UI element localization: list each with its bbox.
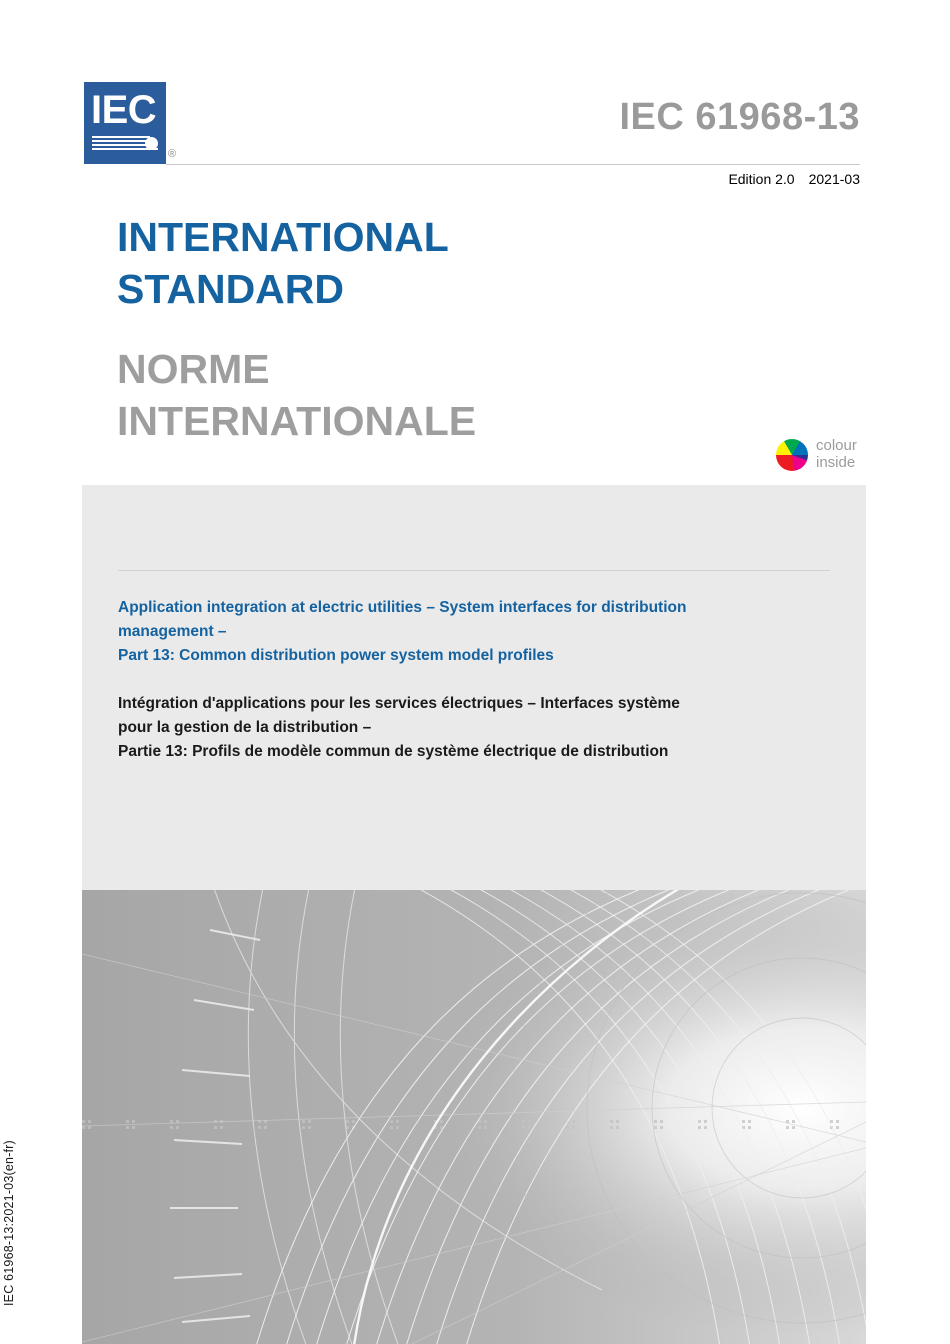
publication-date: 2021-03 [808,171,860,187]
colour-inside-line1: colour [816,437,857,454]
title-french: Intégration d'applications pour les serv… [118,692,834,764]
side-document-reference: IEC 61968-13:2021-03(en-fr) [2,1140,16,1306]
title-french-line2: pour la gestion de la distribution – [118,719,372,736]
edition-and-date: Edition 2.0 2021-03 [728,171,860,187]
standard-type-french-line2: INTERNATIONALE [117,398,477,444]
header-divider [166,164,860,165]
iec-logo-dot-icon [145,137,158,150]
edition-label: Edition 2.0 [728,171,795,187]
iec-logo: IEC [84,82,166,164]
colour-inside-line2: inside [816,454,856,471]
colour-inside-badge: colour inside [776,437,868,473]
title-english-line2: management – [118,623,227,640]
standard-type-english-line1: INTERNATIONAL [117,214,449,260]
title-english: Application integration at electric util… [118,596,834,668]
standard-type-french-line1: NORME [117,346,270,392]
title-english-line1: Application integration at electric util… [118,599,687,616]
iec-logo-lines-icon [92,136,158,152]
cover-artwork-graphic [82,890,866,1344]
title-english-line3: Part 13: Common distribution power syste… [118,647,554,664]
title-french-line3: Partie 13: Profils de modèle commun de s… [118,743,669,760]
iec-logo-letters: IEC [91,88,157,132]
colour-wheel-icon [776,439,808,471]
title-french-line1: Intégration d'applications pour les serv… [118,695,680,712]
title-panel: Application integration at electric util… [82,485,866,890]
iec-logo-background [84,82,166,164]
standard-type-english: INTERNATIONAL STANDARD [117,211,737,315]
title-panel-divider [118,570,830,571]
document-reference: IEC 61968-13 [619,96,860,138]
standard-type-french: NORME INTERNATIONALE [117,343,797,447]
registered-trademark-mark: ® [168,148,177,160]
colour-inside-text: colour inside [816,437,857,471]
cover-artwork [82,890,866,1344]
standard-type-english-line2: STANDARD [117,266,345,312]
